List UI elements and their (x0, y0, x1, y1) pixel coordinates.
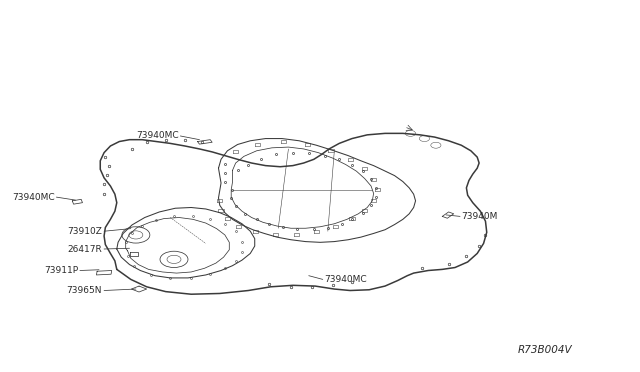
Text: 73940MC: 73940MC (324, 275, 367, 284)
Text: 73911P: 73911P (45, 266, 79, 275)
Text: 73910Z: 73910Z (67, 227, 102, 236)
Text: 73965N: 73965N (67, 286, 102, 295)
Text: R73B004V: R73B004V (518, 345, 573, 355)
Text: 73940MC: 73940MC (12, 193, 54, 202)
Text: 73940M: 73940M (461, 212, 498, 221)
Text: 73940MC: 73940MC (136, 131, 179, 141)
Text: 26417R: 26417R (67, 244, 102, 253)
